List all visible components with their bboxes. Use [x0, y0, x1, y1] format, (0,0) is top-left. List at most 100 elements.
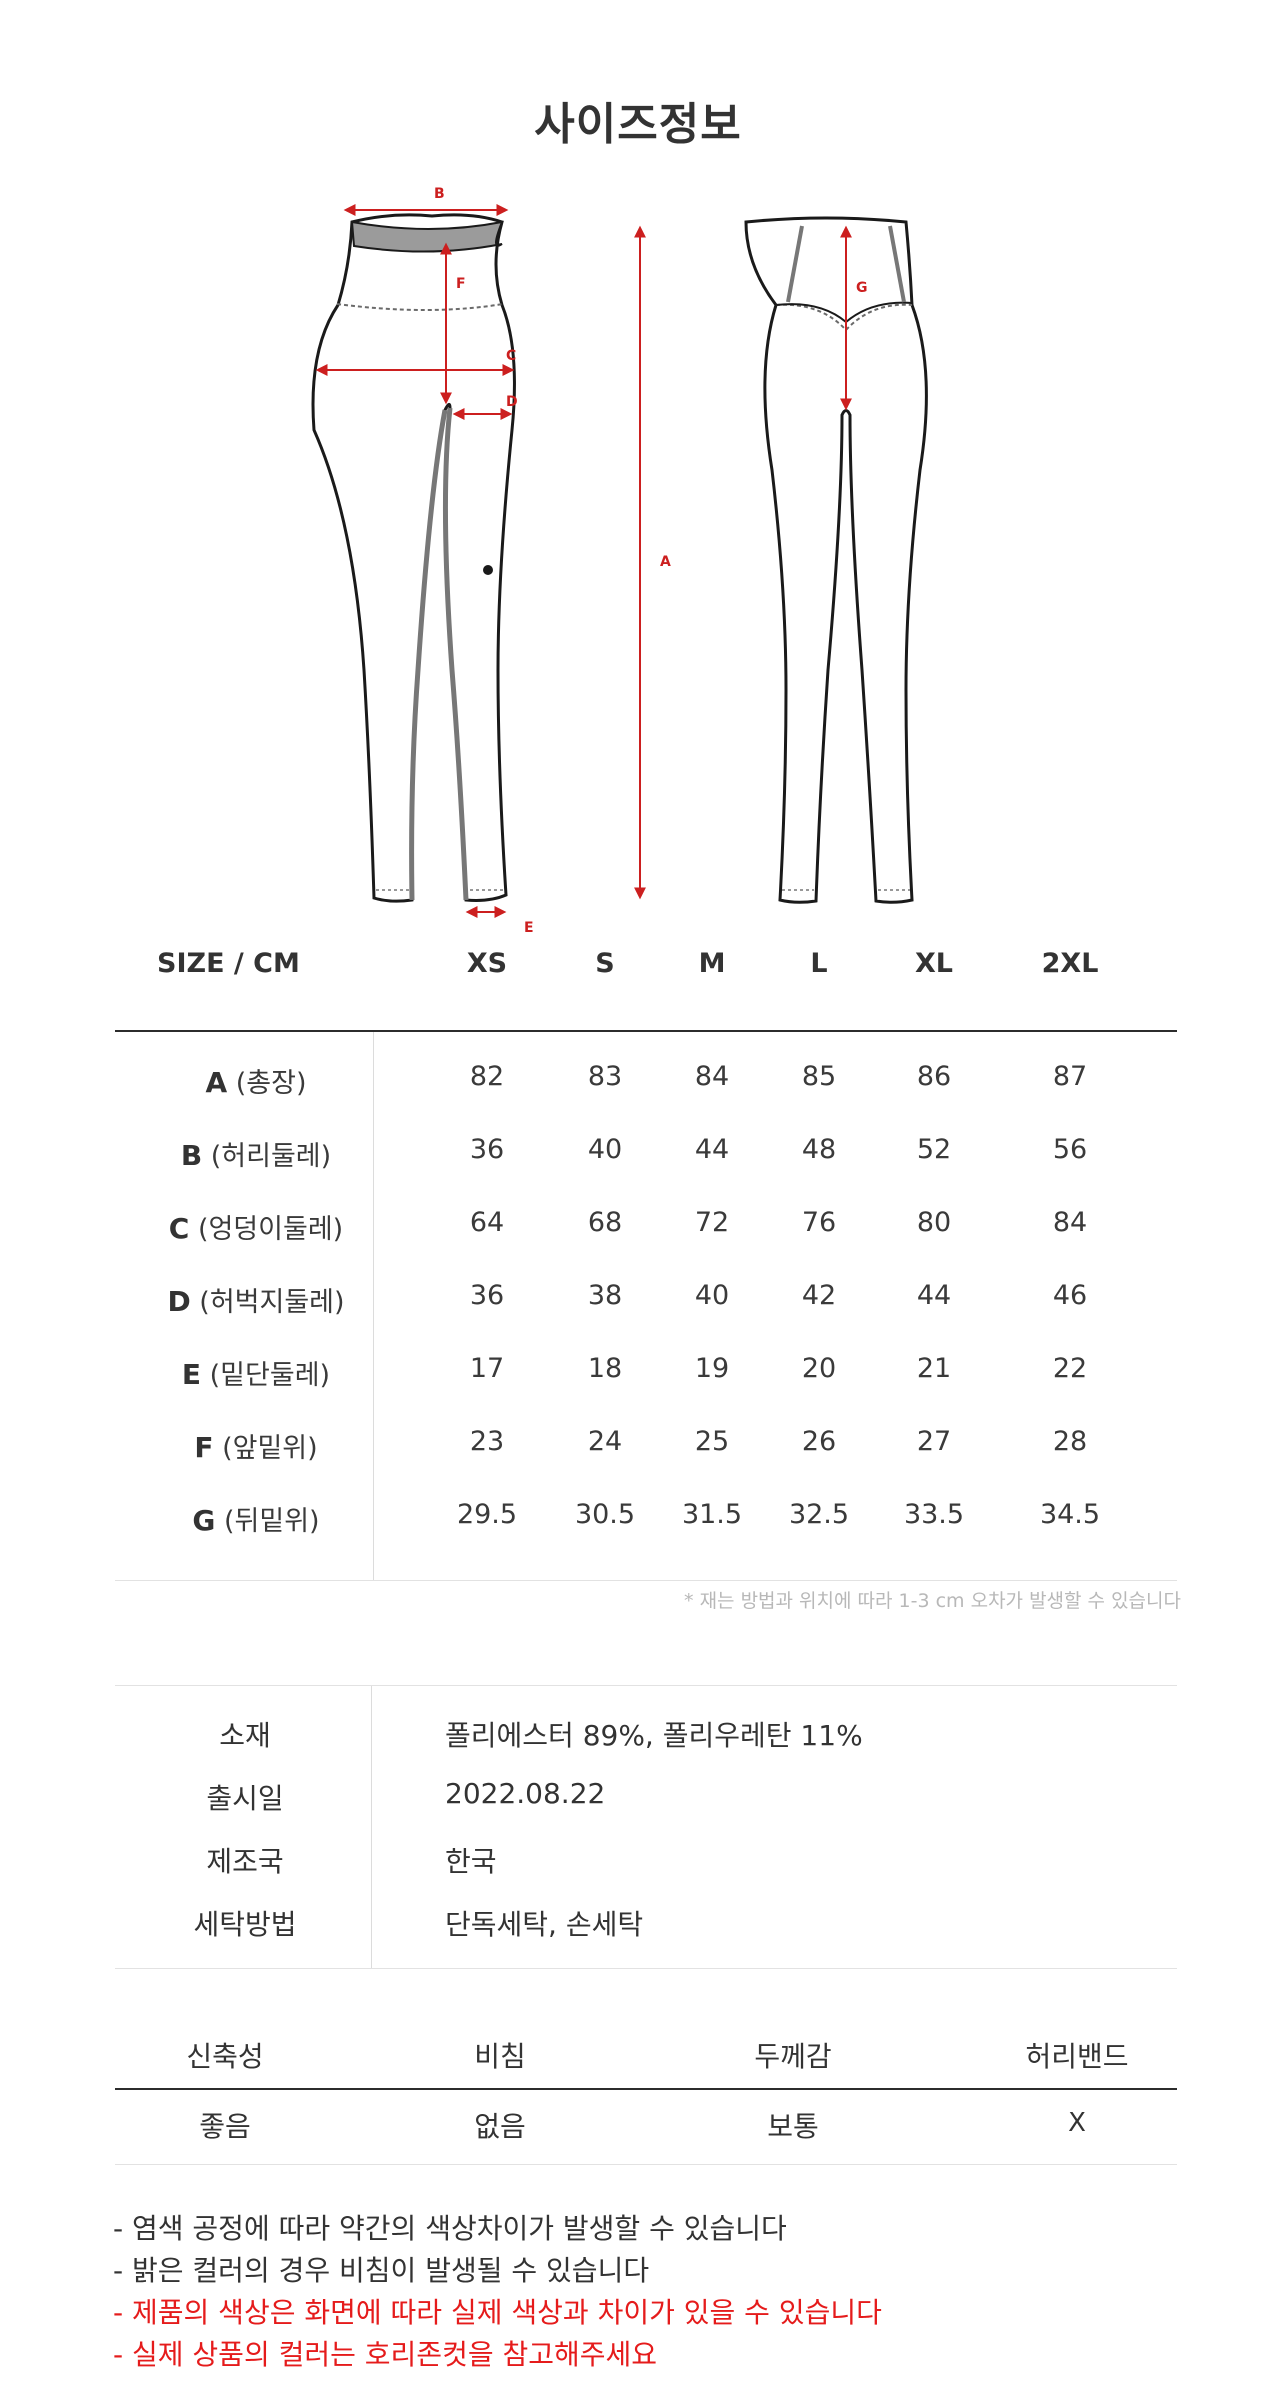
info-key-material: 소재	[219, 1719, 271, 1752]
table-cell: 44	[916, 1280, 952, 1311]
size-table-top-rule	[115, 1030, 1177, 1032]
table-cell: 25	[694, 1426, 730, 1457]
label-e: E	[524, 920, 534, 936]
table-cell: 48	[801, 1134, 837, 1165]
attribute-rule	[115, 2088, 1177, 2090]
attribute-header: 신축성 비침 두께감 허리밴드	[115, 2035, 1175, 2085]
table-cell: 21	[916, 1353, 952, 1384]
row-label: C (엉덩이둘레)	[168, 1212, 344, 1245]
table-cell: 23	[469, 1426, 505, 1457]
table-cell: 26	[801, 1426, 837, 1457]
size-table-body: A (총장) 82 83 84 85 86 87 B (허리둘레) 36 40 …	[115, 1043, 1175, 1554]
table-cell: 68	[587, 1207, 623, 1238]
size-table-corner: SIZE / CM	[157, 948, 300, 979]
back-band-seam-left	[786, 225, 804, 303]
table-row: F (앞밑위) 23 24 25 26 27 28	[115, 1408, 1175, 1481]
info-bottom-rule	[115, 1968, 1177, 1969]
attr-value-stretch: 좋음	[199, 2110, 251, 2143]
attr-header-waistband: 허리밴드	[1025, 2040, 1129, 2073]
info-row: 출시일 2022.08.22	[115, 1763, 1175, 1826]
front-inseam-left	[409, 409, 448, 901]
attr-value-thickness: 보통	[767, 2110, 819, 2143]
table-cell: 38	[587, 1280, 623, 1311]
info-row: 소재 폴리에스터 89%, 폴리우레탄 11%	[115, 1700, 1175, 1763]
label-g: G	[856, 280, 868, 296]
back-yoke-seam	[775, 303, 913, 332]
info-key-release-date: 출시일	[206, 1782, 284, 1815]
row-label: E (밑단둘레)	[181, 1358, 331, 1391]
table-cell: 24	[587, 1426, 623, 1457]
info-value-release-date: 2022.08.22	[445, 1777, 606, 1810]
table-cell: 36	[469, 1280, 505, 1311]
table-cell: 42	[801, 1280, 837, 1311]
row-label: D (허벅지둘레)	[167, 1285, 345, 1318]
back-band-seam-right	[888, 225, 906, 303]
table-cell: 44	[694, 1134, 730, 1165]
leggings-size-diagram: B F C D E A G	[311, 186, 928, 936]
attr-value-waistband: X	[1068, 2108, 1086, 2138]
table-cell: 82	[469, 1061, 505, 1092]
table-cell: 64	[469, 1207, 505, 1238]
attr-header-sheerness: 비침	[474, 2040, 526, 2073]
attr-value-sheerness: 없음	[474, 2110, 526, 2143]
logo-dot-icon	[483, 565, 493, 575]
info-value-washing: 단독세탁, 손세탁	[445, 1908, 644, 1941]
info-divider	[371, 1686, 372, 1968]
table-cell: 20	[801, 1353, 837, 1384]
back-view: G	[744, 216, 928, 904]
size-table-bottom-rule	[115, 1580, 1177, 1581]
table-cell: 83	[587, 1061, 623, 1092]
table-cell: 36	[469, 1134, 505, 1165]
row-label: A (총장)	[205, 1066, 307, 1099]
notice-item: - 제품의 색상은 화면에 따라 실제 색상과 차이가 있을 수 있습니다	[113, 2296, 882, 2329]
product-info-table: 소재 폴리에스터 89%, 폴리우레탄 11% 출시일 2022.08.22 제…	[115, 1700, 1175, 1952]
size-header-xl: XL	[914, 948, 954, 979]
info-key-origin: 제조국	[206, 1845, 284, 1878]
label-d: D	[506, 394, 518, 410]
label-b: B	[434, 186, 445, 202]
attr-header-stretch: 신축성	[186, 2040, 264, 2073]
table-cell: 33.5	[903, 1499, 965, 1530]
table-cell: 32.5	[788, 1499, 850, 1530]
table-cell: 17	[469, 1353, 505, 1384]
table-cell: 86	[916, 1061, 952, 1092]
back-leggings-outline	[744, 216, 928, 904]
attribute-values: 좋음 없음 보통 X	[115, 2105, 1175, 2155]
info-value-origin: 한국	[445, 1845, 497, 1878]
attr-header-thickness: 두께감	[754, 2040, 832, 2073]
table-cell: 84	[1052, 1207, 1088, 1238]
table-cell: 72	[694, 1207, 730, 1238]
table-row: G (뒤밑위) 29.5 30.5 31.5 32.5 33.5 34.5	[115, 1481, 1175, 1554]
table-cell: 84	[694, 1061, 730, 1092]
table-cell: 19	[694, 1353, 730, 1384]
page-title: 사이즈정보	[534, 99, 742, 150]
row-label: B (허리둘레)	[180, 1139, 332, 1172]
notice-list: - 염색 공정에 따라 약간의 색상차이가 발생할 수 있습니다 - 밝은 컬러…	[113, 2208, 1213, 2376]
table-cell: 18	[587, 1353, 623, 1384]
table-cell: 30.5	[574, 1499, 636, 1530]
notice-item: - 밝은 컬러의 경우 비침이 발생될 수 있습니다	[113, 2254, 650, 2287]
size-header-l: L	[810, 948, 828, 979]
table-row: A (총장) 82 83 84 85 86 87	[115, 1043, 1175, 1116]
attribute-bottom-rule	[115, 2164, 1177, 2165]
label-a: A	[660, 554, 671, 570]
front-waist-seam	[336, 303, 504, 311]
info-row: 세탁방법 단독세탁, 손세탁	[115, 1889, 1175, 1952]
row-label: G (뒤밑위)	[192, 1504, 320, 1537]
size-header-xs: XS	[466, 948, 508, 979]
size-table-header: SIZE / CM XS S M L XL 2XL	[115, 948, 1175, 1004]
table-cell: 34.5	[1039, 1499, 1101, 1530]
label-f: F	[456, 276, 466, 292]
table-cell: 85	[801, 1061, 837, 1092]
table-row: D (허벅지둘레) 36 38 40 42 44 46	[115, 1262, 1175, 1335]
notice-item: - 염색 공정에 따라 약간의 색상차이가 발생할 수 있습니다	[113, 2212, 787, 2245]
info-top-rule	[115, 1685, 1177, 1686]
table-cell: 56	[1052, 1134, 1088, 1165]
table-cell: 46	[1052, 1280, 1088, 1311]
table-cell: 40	[587, 1134, 623, 1165]
size-header-s: S	[595, 948, 615, 979]
table-cell: 76	[801, 1207, 837, 1238]
row-label: F (앞밑위)	[194, 1431, 318, 1464]
front-inseam-right	[442, 407, 469, 901]
table-row: C (엉덩이둘레) 64 68 72 76 80 84	[115, 1189, 1175, 1262]
